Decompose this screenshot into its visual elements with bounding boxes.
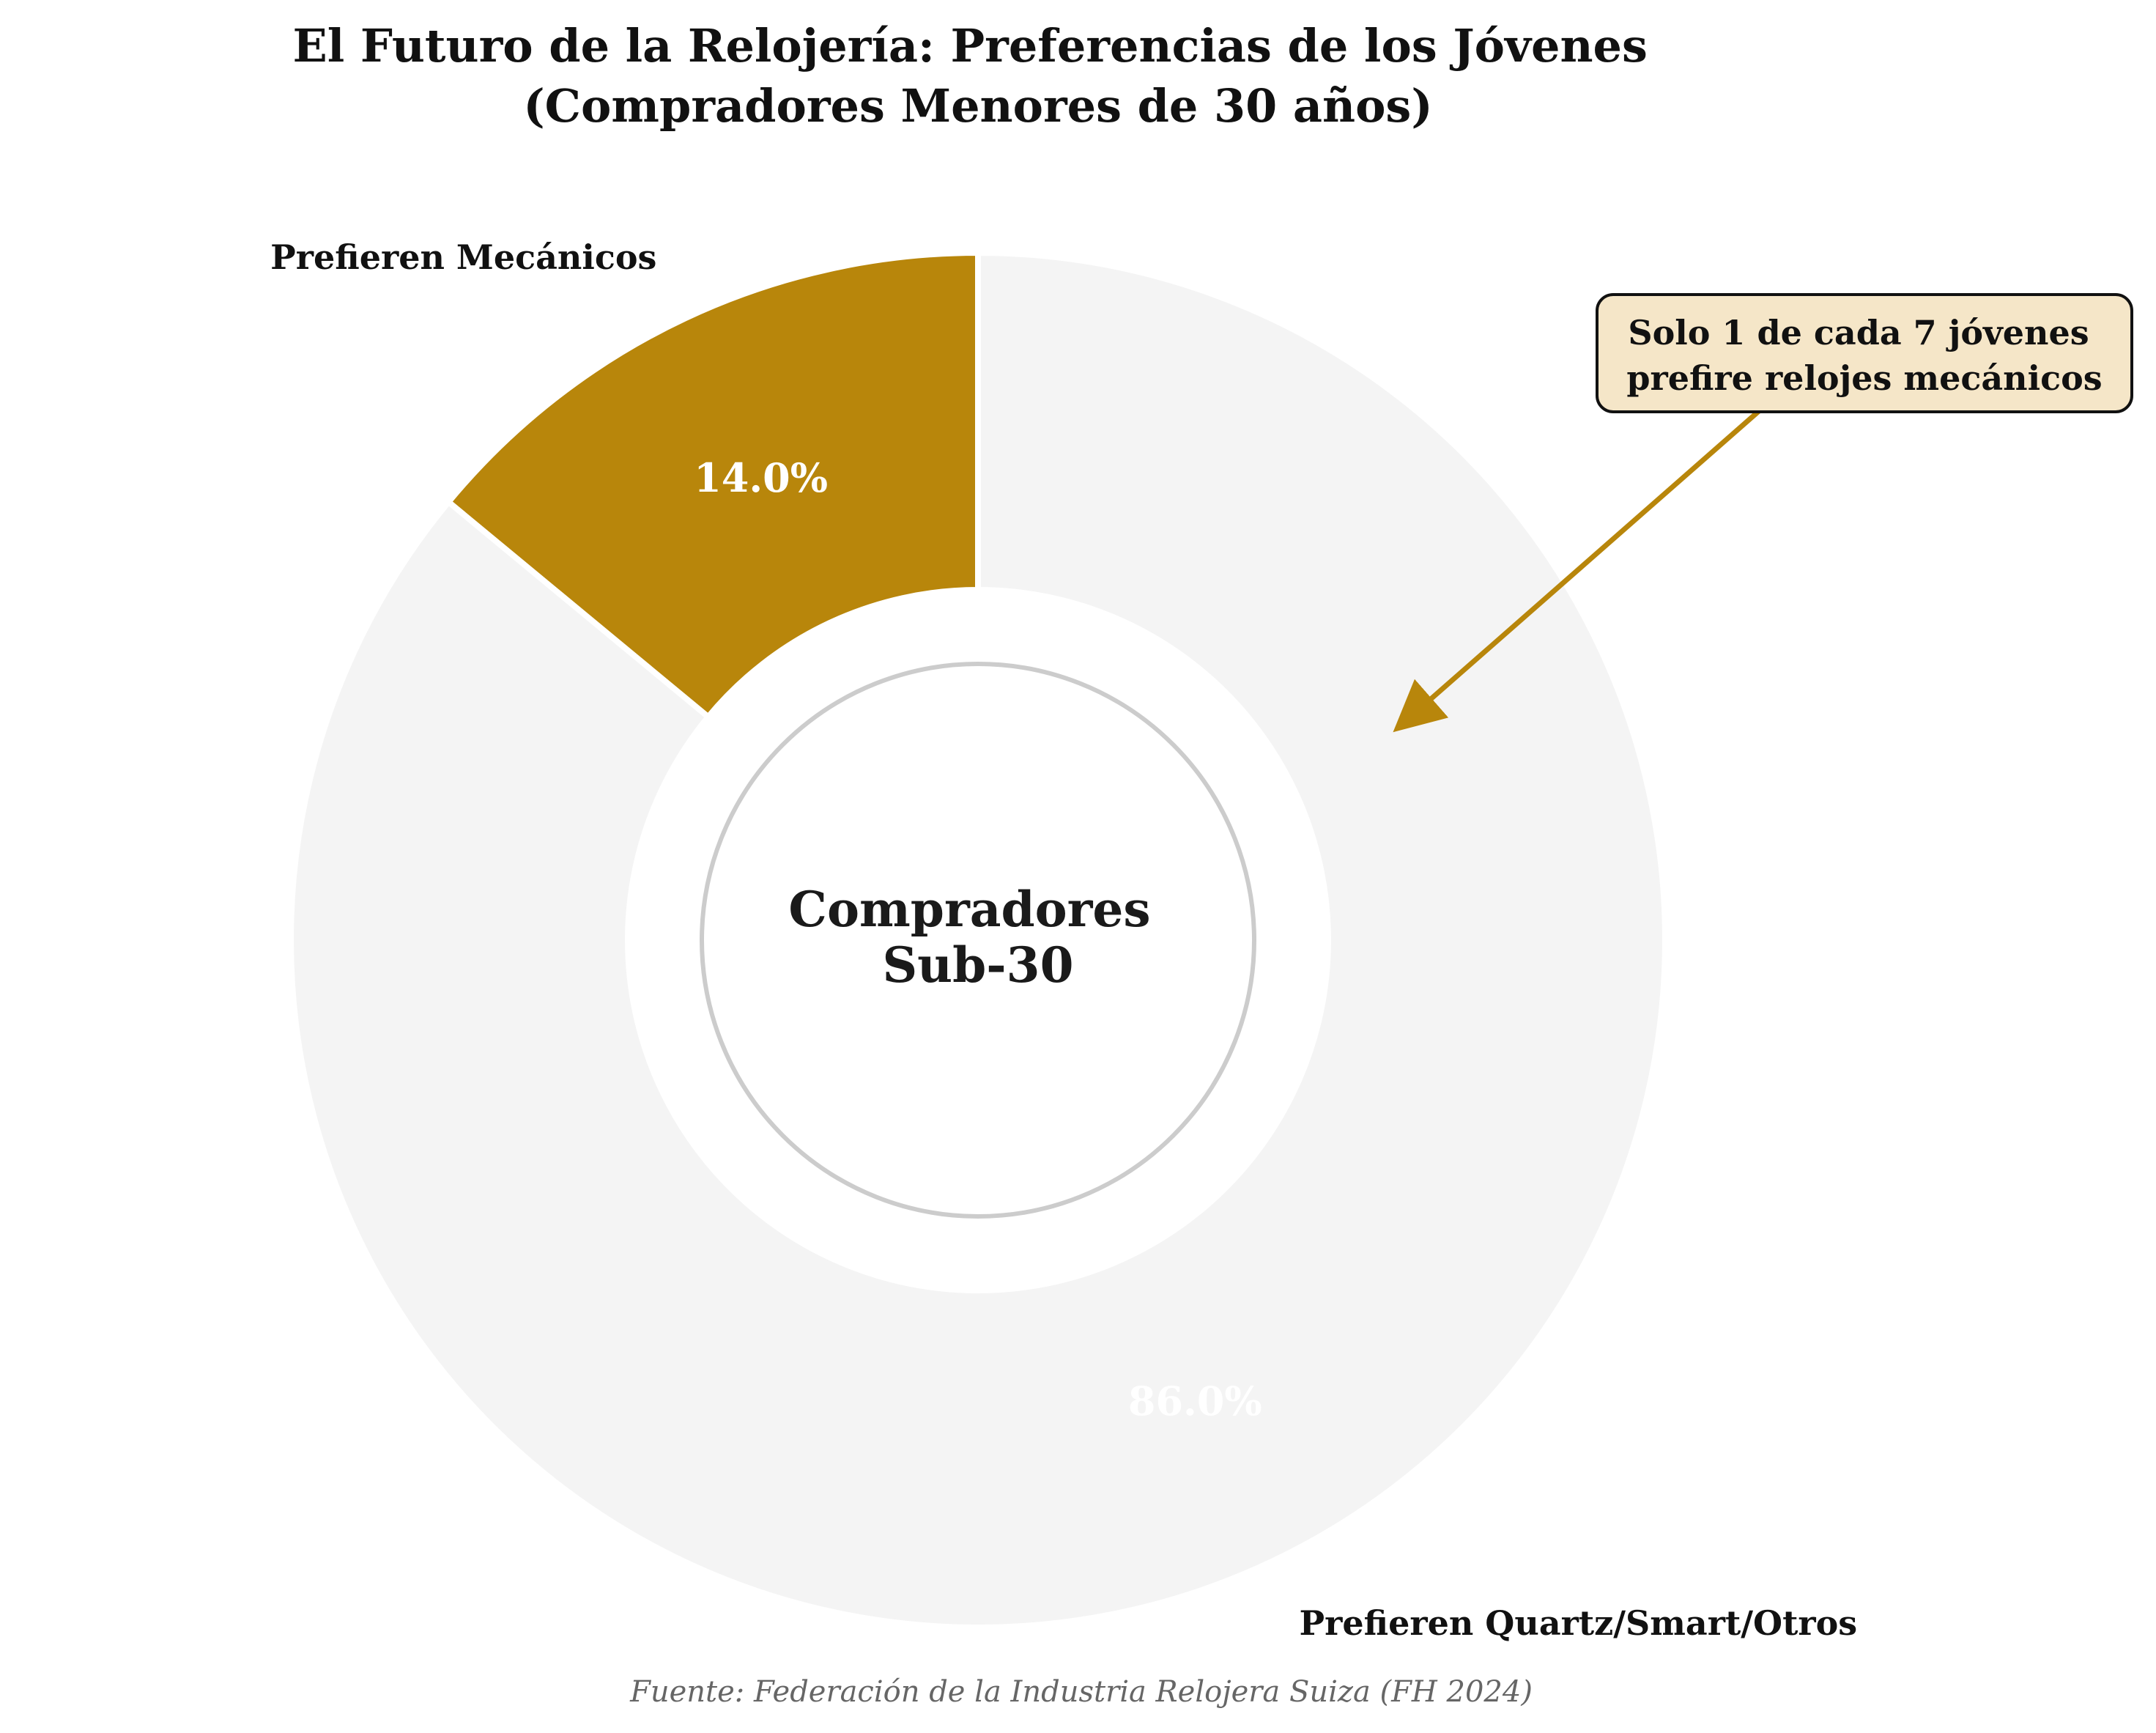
slice-category-label: Prefieren Quartz/Smart/Otros <box>1300 1603 1858 1643</box>
center-text-line-2: Sub-30 <box>882 936 1073 994</box>
slice-category-label: Prefieren Mecánicos <box>270 237 656 277</box>
donut-slices <box>288 249 1668 1630</box>
chart-title-line-2: (Compradores Menores de 30 años) <box>523 79 1432 133</box>
slice-quartz-smart-otros <box>288 249 1668 1630</box>
annotation-line-1: Solo 1 de cada 7 jóvenes <box>1628 313 2089 352</box>
center-ring <box>700 662 1256 1219</box>
slice-percentage-label: 14.0% <box>694 454 828 501</box>
center-text: Compradores Sub-30 <box>788 881 1167 994</box>
center-text-line-1: Compradores <box>788 881 1150 938</box>
annotation-box <box>1596 293 2133 413</box>
annotation: Solo 1 de cada 7 jóvenes prefire relojes… <box>1393 293 2133 733</box>
slice-percentage-label: 86.0% <box>1128 1378 1262 1425</box>
slice-mecanicos <box>444 249 981 721</box>
annotation-text: Solo 1 de cada 7 jóvenes prefire relojes… <box>1626 313 2102 398</box>
chart-title-line-1: El Futuro de la Relojería: Preferencias … <box>293 19 1648 73</box>
chart-title: El Futuro de la Relojería: Preferencias … <box>293 19 1664 133</box>
annotation-arrow <box>1393 377 1797 733</box>
source-note: Fuente: Federación de la Industria Reloj… <box>629 1675 1533 1709</box>
annotation-line-2: prefire relojes mecánicos <box>1626 358 2102 398</box>
slice-labels: 14.0% Prefieren Mecánicos 86.0% Prefieren Q… <box>270 237 1857 1643</box>
